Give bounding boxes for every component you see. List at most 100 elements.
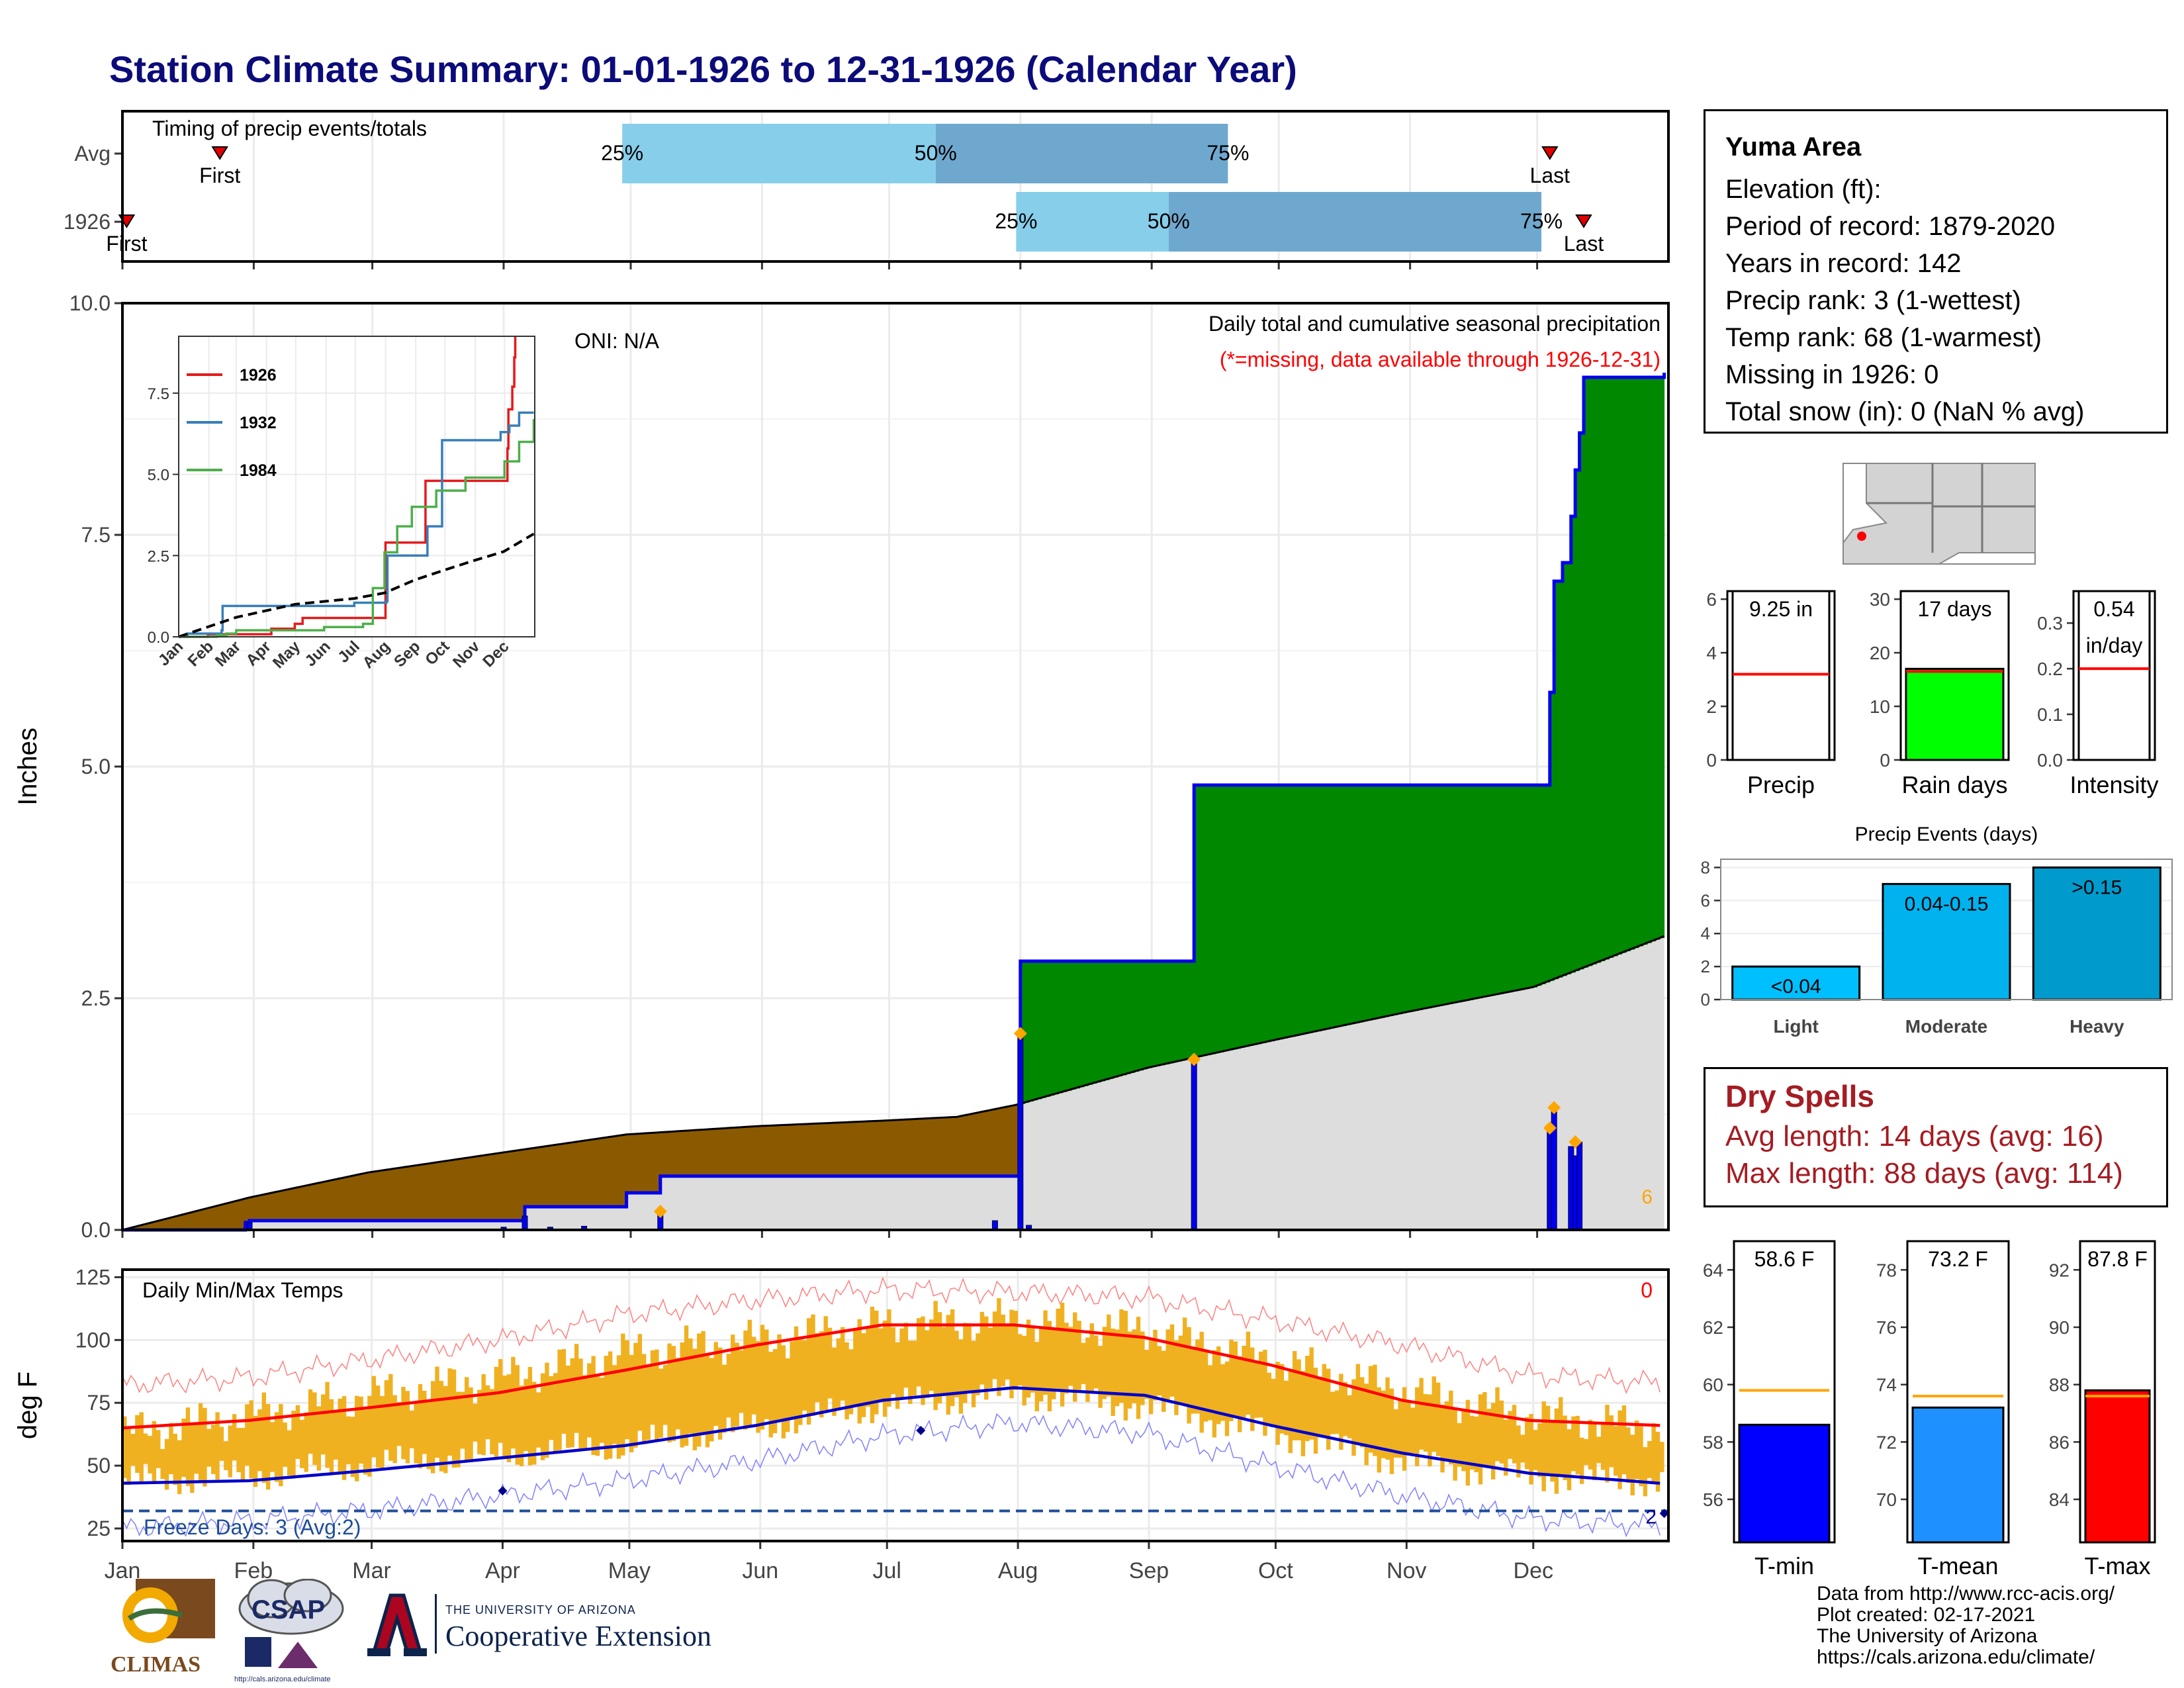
- precip-event-marker: [1543, 1121, 1557, 1135]
- ua-extension-text: Cooperative Extension: [445, 1620, 712, 1652]
- station-elevation: Elevation (ft):: [1725, 175, 1882, 204]
- rain_days-x-label: Rain days: [1901, 771, 2007, 798]
- temps-y-tick-label: 50: [87, 1454, 111, 1477]
- temps-marker: [1659, 1509, 1669, 1519]
- temps-average-min-line: [122, 1386, 1661, 1485]
- temps-x-tick-label: Nov: [1387, 1558, 1426, 1583]
- rain_days-value-bar: [1905, 667, 2005, 761]
- ua-small-text: THE UNIVERSITY OF ARIZONA: [445, 1603, 636, 1617]
- timing-title: Timing of precip events/totals: [152, 117, 427, 140]
- temps-y-tick-label: 25: [87, 1517, 111, 1540]
- precip_total-y-tick-label: 4: [1706, 643, 1717, 663]
- dry-spells-avg: Avg length: 14 days (avg: 16): [1725, 1120, 2104, 1152]
- rain_days-y-tick-label: 20: [1870, 643, 1890, 663]
- events-x-tick-label: Light: [1773, 1016, 1818, 1037]
- temps-x-tick-label: Sep: [1129, 1558, 1169, 1583]
- precip_total-y-tick-label: 0: [1706, 750, 1717, 771]
- precip-y-tick-label: 7.5: [81, 523, 111, 547]
- rain_days-panel: 0 10 20 30 17 days Rain days: [1870, 589, 2010, 798]
- temps-x-tick-label: May: [608, 1558, 651, 1583]
- inset-series-line-1932: [179, 411, 534, 638]
- tmean-y-tick-label: 74: [1876, 1375, 1897, 1395]
- temps-marker: [916, 1425, 926, 1435]
- precip-daily-bar: [991, 1220, 998, 1231]
- temps-panel: 25 50 75 100 125 Jan Feb Mar Apr May Jun Jul Aug Sep O…: [13, 1265, 1670, 1583]
- timing-last-marker-icon: [1575, 214, 1592, 228]
- temps-freeze-label: Freeze Days: 3 (Avg:2): [144, 1515, 361, 1539]
- station-name: Yuma Area: [1725, 132, 1862, 162]
- intensity-y-tick-label: 0.2: [2037, 659, 2063, 679]
- timing-q50-label: 50%: [1148, 209, 1190, 233]
- station-years: Years in record: 142: [1725, 249, 1962, 278]
- inset-frame: [178, 336, 535, 637]
- events-panel: 0 2 4 6 8 <0.04 Light 0.04-0.15 Moderate >0.15 Hea…: [1701, 823, 2173, 1037]
- station-precip-rank: Precip rank: 3 (1-wettest): [1725, 286, 2021, 315]
- tmean-y-tick-label: 78: [1876, 1260, 1897, 1280]
- temps-x-tick-label: Mar: [352, 1558, 391, 1583]
- events-bar-heavy: [2032, 866, 2161, 1001]
- temps-x-tick-label: Jul: [873, 1558, 901, 1583]
- csap-url: http://cals.arizona.edu/climate: [234, 1675, 331, 1683]
- tmax-y-tick-label: 92: [2049, 1260, 2070, 1280]
- tmax-frame: [2079, 1240, 2156, 1544]
- temps-x-tick-label: Feb: [234, 1558, 273, 1583]
- station-info-box: Yuma Area Elevation (ft): Period of reco…: [1704, 109, 2168, 434]
- station-snow: Total snow (in): 0 (NaN % avg): [1725, 397, 2085, 426]
- credit-url: https://cals.arizona.edu/climate/: [1817, 1646, 2095, 1668]
- timing-first-label: First: [199, 164, 240, 187]
- tmax-y-tick-label: 88: [2049, 1375, 2070, 1395]
- csap-logo: CSAP http://cals.arizona.edu/climate: [232, 1578, 347, 1685]
- temps-y-tick-label: 75: [87, 1391, 111, 1415]
- inset-legend-label: 1984: [240, 461, 277, 480]
- events-y-tick-label: 2: [1701, 957, 1710, 976]
- intensity-x-label: Intensity: [2070, 771, 2158, 798]
- timing-q50-q75-bar: [935, 124, 1228, 183]
- station-temp-rank: Temp rank: 68 (1-warmest): [1725, 323, 2042, 352]
- temps-count-bottom: 2: [1645, 1507, 1657, 1528]
- events-bar-light: [1731, 965, 1861, 1001]
- timing-first-label: First: [106, 232, 147, 256]
- precip_total-panel: 0 2 4 6 9.25 in Precip: [1706, 589, 1836, 798]
- temps-x-tick-label: Dec: [1514, 1558, 1553, 1583]
- precip-daily-bar: [1191, 1062, 1197, 1231]
- inset-plot-area: [179, 336, 535, 637]
- temps-count-top: 0: [1641, 1278, 1653, 1302]
- precip-title: Daily total and cumulative seasonal prec…: [1208, 312, 1661, 336]
- intensity-y-tick-label: 0.0: [2037, 750, 2063, 771]
- dry-spells-max: Max length: 88 days (avg: 114): [1725, 1157, 2123, 1190]
- timing-panel: 25% 50% 75% First Last Avg 25% 50% 75% First Last 1…: [64, 110, 1670, 269]
- precip_total-y-tick-label: 6: [1706, 589, 1717, 610]
- tmax-value-label: 87.8 F: [2087, 1247, 2148, 1271]
- rain_days-y-tick-label: 10: [1870, 696, 1890, 717]
- events-x-tick-label: Moderate: [1905, 1016, 1987, 1037]
- tmin-x-label: T-min: [1754, 1552, 1814, 1579]
- precip-average-line: [122, 935, 1665, 1231]
- tmin-y-tick-label: 56: [1703, 1489, 1723, 1510]
- precip-y-tick-label: 0.0: [81, 1218, 111, 1242]
- timing-last-label: Last: [1564, 232, 1604, 256]
- temps-title: Daily Min/Max Temps: [142, 1278, 343, 1302]
- tmean-y-tick-label: 70: [1876, 1489, 1897, 1510]
- temps-x-tick-label: Jun: [742, 1558, 778, 1583]
- tmin-y-tick-label: 58: [1703, 1432, 1723, 1452]
- temps-average-max-line: [122, 1323, 1661, 1430]
- ua-cooperative-extension-logo: THE UNIVERSITY OF ARIZONA Cooperative Ex…: [361, 1589, 731, 1662]
- page-title: Station Climate Summary: 01-01-1926 to 1…: [109, 48, 1297, 90]
- tmin-frame: [1733, 1240, 1836, 1544]
- timing-q25-q50-bar: [622, 124, 936, 183]
- timing-last-marker-icon: [1541, 146, 1559, 160]
- credit-data-source: Data from http://www.rcc-acis.org/: [1817, 1583, 2115, 1605]
- precip-event-marker: [1547, 1101, 1561, 1115]
- temps-record-max-line: [122, 1276, 1661, 1394]
- inset-y-tick-label: 7.5: [148, 385, 169, 403]
- temps-y-axis-label: deg F: [13, 1372, 42, 1439]
- tmean-value-label: 73.2 F: [1928, 1247, 1988, 1271]
- intensity-value-label: in/day: [2086, 633, 2142, 657]
- events-y-tick-label: 8: [1701, 857, 1710, 877]
- precip-oni-annotation: ONI: N/A: [574, 329, 660, 353]
- rain_days-y-tick-label: 30: [1870, 589, 1890, 610]
- temps-x-tick-label: Oct: [1258, 1558, 1293, 1583]
- intensity-panel: 0.0 0.1 0.2 0.3 0.54 in/day Intensity: [2037, 590, 2159, 798]
- intensity-frame: [2072, 590, 2156, 761]
- tmean-frame: [1906, 1240, 2010, 1544]
